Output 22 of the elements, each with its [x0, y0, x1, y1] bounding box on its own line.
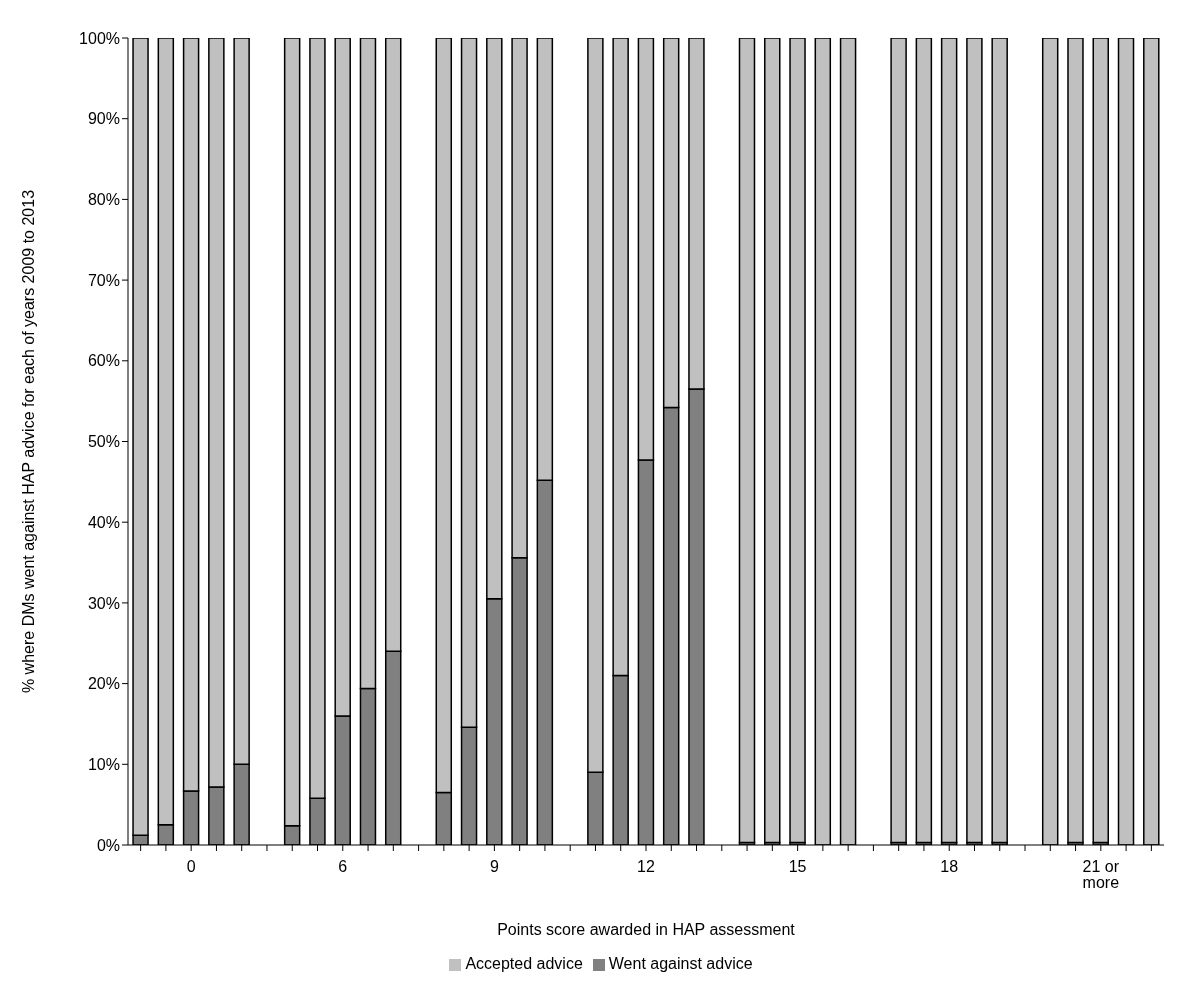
y-tick-label: 30%: [87, 594, 120, 612]
y-tick-label: 50%: [87, 433, 120, 451]
x-tick-label: 6: [338, 858, 348, 876]
y-tick-label: 40%: [87, 513, 120, 531]
y-tick-label: 10%: [87, 755, 120, 773]
y-tick-label: 80%: [87, 191, 120, 209]
x-tick-label: 15: [788, 858, 807, 876]
y-tick-label: 100%: [79, 29, 120, 47]
x-tick-label: 9: [489, 858, 499, 876]
x-tick-label: 12: [637, 858, 655, 876]
y-tick-label: 20%: [87, 675, 120, 693]
x-tick-label: 21 or more: [1082, 858, 1120, 892]
legend-label: Accepted advice: [465, 955, 583, 972]
y-tick-label: 0%: [96, 836, 120, 854]
legend-label: Went against advice: [608, 955, 753, 972]
x-axis-title: Points score awarded in HAP assessment: [497, 921, 796, 938]
x-tick-label: 0: [186, 858, 196, 876]
y-tick-label: 60%: [87, 352, 120, 370]
y-tick-label: 90%: [87, 110, 120, 128]
x-tick-label: 18: [940, 858, 959, 876]
y-tick-label: 70%: [87, 271, 120, 289]
y-axis-title: % where DMs went against HAP advice for each of years 2009 to 2013: [19, 189, 37, 694]
